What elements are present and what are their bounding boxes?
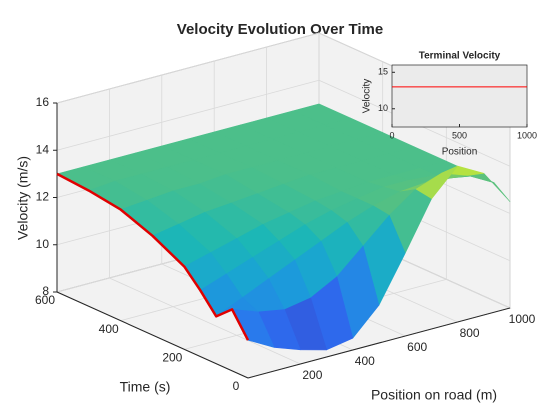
inset-y-label: Velocity [362,79,373,113]
inset-x-tick-label: 0 [389,130,394,140]
edge-line [56,172,250,341]
chart-title: Velocity Evolution Over Time [177,21,383,38]
y-tick-label: 400 [99,322,119,336]
inset-y-tick-label: 15 [378,67,388,77]
x-tick-label: 600 [407,340,427,354]
x-tick-label: 1000 [509,312,536,326]
x-tick-label: 400 [355,354,375,368]
x-tick-label: 200 [302,368,322,382]
inset-x-tick-label: 1000 [517,130,537,140]
grid-line [109,277,301,365]
grid-line [56,32,320,104]
y-axis-label: Time (s) [120,379,171,395]
z-tick-label: 8 [42,284,49,298]
z-axis-label: Velocity (m/s) [15,156,31,240]
inset-x-label: Position [442,147,478,158]
y-tick-label: 600 [35,293,55,307]
y-tick-label: 0 [233,379,240,393]
inset-y-tick-label: 10 [378,103,388,113]
x-tick-label: 800 [460,326,480,340]
inset-x-tick-label: 500 [452,130,467,140]
z-tick-label: 14 [36,142,50,156]
inset-title: Terminal Velocity [419,51,501,62]
z-tick-label: 16 [36,95,50,109]
y-axis [56,291,249,379]
z-tick-label: 10 [36,237,50,251]
x-axis-label: Position on road (m) [371,387,497,403]
x-axis [247,307,511,379]
grid-line [56,79,320,151]
y-tick-label: 200 [162,351,182,365]
z-tick-label: 12 [36,190,50,204]
inset-background [391,64,528,128]
